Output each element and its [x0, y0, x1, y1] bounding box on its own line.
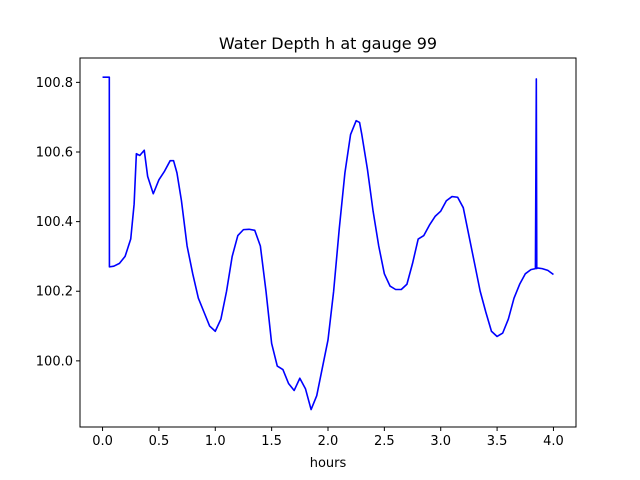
- x-tick-label: 3.5: [487, 434, 508, 449]
- y-tick-label: 100.4: [36, 215, 73, 230]
- chart-title: Water Depth h at gauge 99: [219, 34, 437, 53]
- x-tick-label: 2.5: [374, 434, 395, 449]
- series-line-0: [102, 76, 554, 411]
- x-axis-label: hours: [310, 456, 347, 471]
- y-tick-label: 100.0: [36, 354, 73, 369]
- y-tick-label: 100.8: [36, 76, 73, 91]
- x-tick-label: 1.5: [261, 434, 282, 449]
- x-tick-label: 1.0: [205, 434, 226, 449]
- x-axis: 0.0 0.5 1.0 1.5 2.0 2.5 3.0 3.5 4.0: [92, 427, 564, 449]
- x-tick-label: 0.5: [149, 434, 170, 449]
- y-axis: 100.0 100.2 100.4 100.6 100.8: [36, 76, 80, 369]
- y-tick-label: 100.6: [36, 145, 73, 160]
- x-tick-label: 0.0: [92, 434, 113, 449]
- x-tick-label: 4.0: [543, 434, 564, 449]
- x-tick-label: 3.0: [430, 434, 451, 449]
- y-tick-label: 100.2: [36, 285, 73, 300]
- x-tick-label: 2.0: [318, 434, 339, 449]
